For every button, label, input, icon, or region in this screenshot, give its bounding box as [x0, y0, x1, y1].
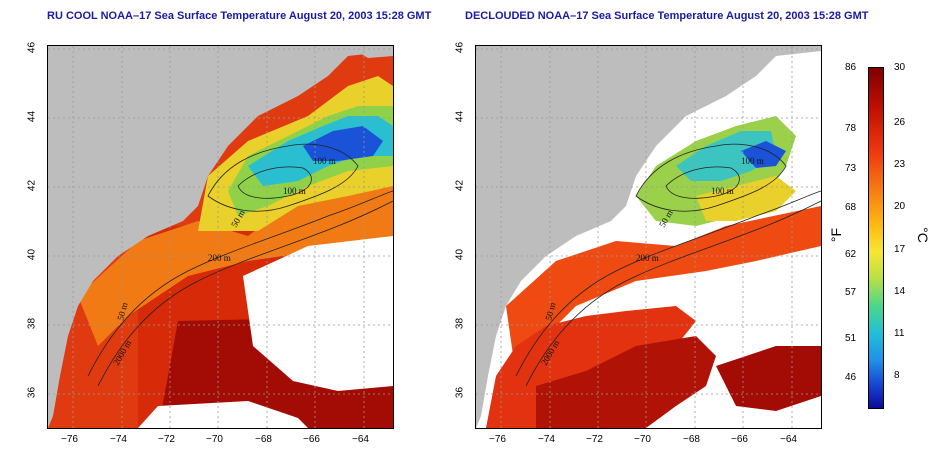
- fahrenheit-unit-label: °F: [828, 227, 845, 243]
- temperature-colorbar: [868, 67, 884, 409]
- fahrenheit-tick: 62: [845, 249, 857, 260]
- x-tick-label: −74: [538, 434, 555, 445]
- isobath-contours: [515, 143, 821, 387]
- left-map-title: RU COOL NOAA–17 Sea Surface Temperature …: [47, 10, 432, 22]
- x-tick-label: −66: [731, 434, 748, 445]
- x-tick-label: −74: [110, 434, 127, 445]
- x-tick-label: −72: [586, 434, 603, 445]
- right-map-svg: 100 m 100 m 50 m 200 m 50 m 2000 m: [476, 46, 821, 428]
- land: [476, 46, 821, 428]
- gulf-stream-east: [716, 346, 821, 411]
- fahrenheit-tick: 86: [845, 62, 857, 73]
- x-tick-label: −66: [303, 434, 320, 445]
- x-tick-label: −68: [255, 434, 272, 445]
- isobath-contours: [87, 143, 393, 387]
- fahrenheit-tick: 46: [845, 372, 857, 383]
- y-tick-label: 38: [26, 317, 38, 330]
- celsius-tick: 17: [894, 244, 906, 255]
- y-tick-label: 40: [26, 248, 38, 261]
- celsius-tick: 20: [894, 201, 906, 212]
- cold-pool: [741, 141, 786, 168]
- celsius-tick: 8: [894, 370, 900, 381]
- land: [48, 46, 393, 428]
- fahrenheit-tick: 68: [845, 202, 857, 213]
- fahrenheit-tick: 78: [845, 123, 857, 134]
- y-tick-label: 44: [26, 110, 38, 123]
- isobath-label: 100 m: [741, 156, 764, 166]
- right-map-title: DECLOUDED NOAA–17 Sea Surface Temperatur…: [465, 10, 869, 22]
- x-tick-label: −76: [489, 434, 506, 445]
- left-map-svg: 100 m 100 m 50 m 200 m 50 m 2000 m: [48, 46, 393, 428]
- isobath-label: 50 m: [115, 301, 129, 321]
- x-tick-label: −76: [61, 434, 78, 445]
- shelf-water: [78, 186, 393, 346]
- fahrenheit-tick: 51: [845, 333, 857, 344]
- isobath-label: 200 m: [208, 253, 231, 263]
- celsius-tick: 14: [894, 286, 906, 297]
- x-tick-label: −64: [780, 434, 797, 445]
- x-tick-label: −72: [158, 434, 175, 445]
- y-tick-label: 46: [26, 41, 38, 54]
- x-tick-label: −70: [634, 434, 651, 445]
- right-sst-map: 100 m 100 m 50 m 200 m 50 m 2000 m: [475, 45, 822, 429]
- y-tick-label: 42: [26, 179, 38, 192]
- shelf-water: [506, 206, 821, 376]
- y-tick-label: 40: [454, 248, 466, 261]
- x-tick-label: −70: [206, 434, 223, 445]
- isobath-label: 200 m: [636, 253, 659, 263]
- y-tick-label: 38: [454, 317, 466, 330]
- y-tick-label: 44: [454, 110, 466, 123]
- cloud-cover-south: [138, 401, 308, 428]
- isobath-label: 100 m: [313, 156, 336, 166]
- isobath-label: 50 m: [543, 301, 557, 321]
- cloud-cover: [243, 236, 393, 391]
- x-tick-label: −68: [683, 434, 700, 445]
- cold-pool: [303, 126, 383, 161]
- gulf-stream: [536, 336, 716, 428]
- celsius-tick: 30: [894, 62, 906, 73]
- y-tick-label: 36: [454, 386, 466, 399]
- isobath-label: 100 m: [283, 186, 306, 196]
- y-tick-label: 42: [454, 179, 466, 192]
- gridlines: [476, 46, 821, 428]
- y-tick-label: 46: [454, 41, 466, 54]
- fahrenheit-tick: 73: [845, 163, 857, 174]
- celsius-tick: 26: [894, 117, 906, 128]
- y-tick-label: 36: [26, 386, 38, 399]
- x-tick-label: −64: [352, 434, 369, 445]
- celsius-unit-label: °C: [914, 227, 931, 243]
- left-sst-map: 100 m 100 m 50 m 200 m 50 m 2000 m: [47, 45, 394, 429]
- fahrenheit-tick: 57: [845, 287, 857, 298]
- celsius-tick: 23: [894, 159, 906, 170]
- celsius-tick: 11: [894, 328, 905, 339]
- isobath-label: 100 m: [711, 186, 734, 196]
- gridlines: [48, 46, 393, 428]
